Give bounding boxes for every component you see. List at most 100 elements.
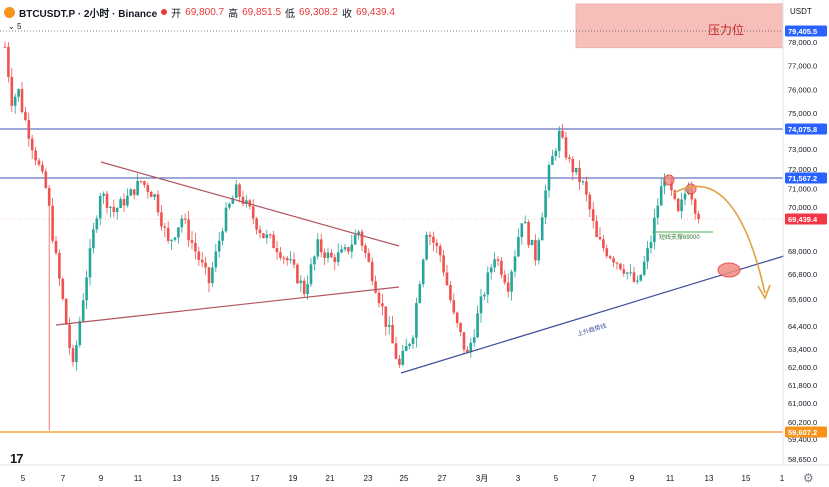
candle-body [58,253,61,279]
wedge-lower-line[interactable] [55,286,400,326]
candle [132,189,136,200]
candle [289,251,292,264]
candle-body [408,343,411,347]
candle-body [190,240,194,243]
candle-body [285,257,289,261]
candle [387,316,391,335]
candle [343,243,347,252]
candle-body [625,272,629,274]
candle-body [51,205,54,241]
candle [432,231,435,252]
candle-body [27,120,31,139]
candle [292,252,296,269]
candle-body [299,280,303,284]
price-unit[interactable]: USDT [790,7,812,16]
candle-body [119,199,122,208]
candle [153,193,156,201]
candle-body [319,239,323,253]
candle-body [139,180,143,182]
price-tick-label: 73,000.0 [788,145,817,154]
candle-body [571,158,575,173]
time-tick-label: 7 [61,474,66,483]
gear-icon[interactable]: ⚙ [803,471,814,485]
candle-body [296,264,299,284]
candle [585,176,588,202]
candle [520,223,524,245]
candle [64,298,68,326]
candle-body [428,234,432,237]
candle [554,147,558,161]
candle [394,336,398,360]
time-tick-label: 9 [99,474,104,483]
candle-body [486,272,490,295]
candle [27,112,31,147]
candle [642,255,646,277]
candle [143,180,146,188]
candle-body [95,218,99,230]
price-badge-label: 74,075.8 [788,125,817,134]
price-badge[interactable] [785,25,827,37]
candle-body [13,96,17,106]
candle [44,168,48,190]
candle [75,340,78,371]
candle-body [367,252,371,262]
candle-body [370,261,374,282]
candle-body [676,198,680,212]
candle [656,198,660,225]
candle [581,179,585,185]
candle-body [455,312,459,323]
candle [173,236,177,242]
candle-body [404,346,408,351]
candle [462,332,466,355]
indicator-toggle[interactable]: ⌄ 5 [8,22,21,31]
price-badge[interactable] [785,213,827,225]
candle-body [170,239,173,241]
candle [353,229,357,246]
candle [632,266,636,284]
candle-body [476,313,479,338]
time-tick-label: 1 [780,474,785,483]
candle-body [3,46,7,48]
candle [680,192,683,219]
candle [340,244,343,254]
rising-trendline[interactable] [400,255,785,374]
candle [428,231,432,245]
candle [523,215,527,224]
candle [598,227,602,241]
candle-body [377,292,381,304]
candle-body [173,237,177,240]
candle-body [333,257,337,263]
candle-body [469,342,473,353]
candle [622,264,626,277]
forecast-arrowhead [757,284,771,300]
candle-body [683,193,687,200]
tradingview-logo[interactable]: 17 [10,451,24,466]
candle-body [622,269,626,274]
time-tick-label: 13 [173,474,182,483]
time-tick-label: 9 [630,474,635,483]
candle-body [442,255,445,273]
wedge-upper-line[interactable] [100,161,400,247]
candle [282,255,286,265]
price-badge[interactable] [785,123,827,135]
candle-body [537,240,541,261]
price-badge[interactable] [785,172,827,184]
chevron-down-icon: ⌄ [8,22,15,31]
candle [214,243,218,272]
candle [61,277,65,302]
candle-body [241,196,245,204]
candle-body [129,189,133,196]
candle-body [313,256,316,265]
candle [245,195,248,208]
candle-body [347,247,350,252]
candle-body [200,259,204,263]
price-tick-label: 68,000.0 [788,247,817,256]
candle [676,197,680,213]
price-badge[interactable] [785,426,827,438]
candle-body [602,239,605,249]
price-tick-label: 72,000.0 [788,165,817,174]
candle [71,344,75,367]
symbol-title[interactable]: BTCUSDT.P · 2小时 · Binance [19,8,158,20]
